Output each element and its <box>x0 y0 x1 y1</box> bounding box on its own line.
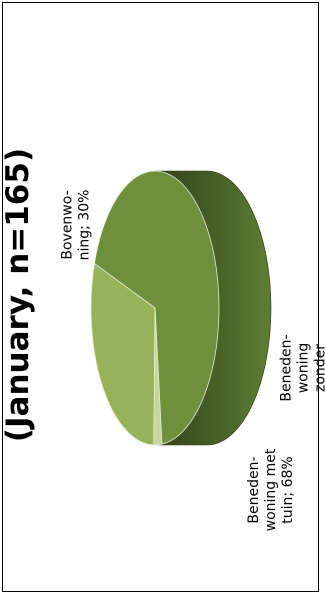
data-label-2: Beneden-woning mettuin; 68% <box>246 448 296 531</box>
chart-title: (January, n=165) <box>0 148 36 442</box>
data-label-1: Bovenwo-ning; 30% <box>60 190 93 261</box>
data-label-3: Beneden-woningzondertuin; 2% <box>279 334 325 401</box>
